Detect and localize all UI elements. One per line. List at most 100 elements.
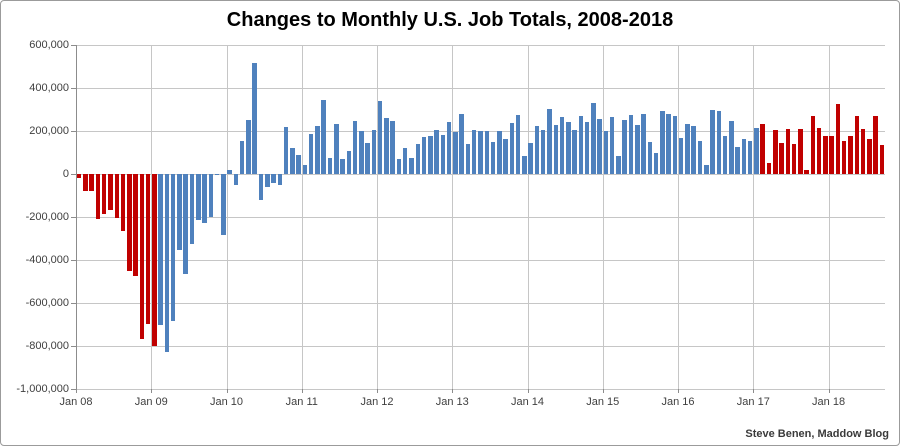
chart-bar	[685, 123, 690, 174]
x-gridline	[753, 45, 755, 389]
chart-bar	[114, 174, 120, 219]
chart-bar	[340, 158, 345, 174]
chart-bar	[120, 174, 126, 231]
x-axis-tick	[828, 389, 830, 393]
x-axis-tick	[151, 389, 153, 393]
chart-bar	[810, 115, 816, 174]
chart-bar	[359, 130, 364, 174]
chart-bar	[164, 174, 170, 352]
y-gridline	[76, 260, 885, 261]
y-axis-label: -400,000	[25, 254, 69, 266]
chart-bar	[459, 113, 464, 174]
y-axis-tick	[71, 88, 76, 89]
chart-bar	[183, 174, 188, 275]
chart-bar	[635, 125, 640, 174]
x-axis-label: Jan 11	[285, 396, 318, 408]
chart-bar	[678, 137, 684, 174]
chart-bar	[409, 157, 414, 174]
chart-bar	[704, 164, 709, 174]
chart-bar	[528, 143, 533, 174]
chart-bar	[622, 120, 627, 174]
chart-bar	[158, 174, 163, 325]
chart-bar	[616, 155, 621, 174]
chart-bar	[773, 129, 778, 174]
chart-bar	[584, 121, 590, 174]
chart-bar	[446, 121, 452, 174]
chart-bar	[465, 143, 471, 174]
x-axis-label: Jan 13	[435, 396, 469, 408]
chart-bar	[377, 101, 383, 174]
y-axis-tick	[71, 45, 76, 46]
chart-bar	[741, 138, 747, 174]
x-axis-tick	[226, 389, 228, 393]
y-gridline	[76, 389, 885, 390]
chart-bar	[816, 127, 822, 174]
chart-bar	[597, 119, 602, 174]
chart-bar	[522, 155, 527, 174]
chart-bar	[246, 120, 251, 174]
chart-bar	[691, 125, 696, 174]
y-axis-tick	[71, 174, 76, 175]
chart-bar	[265, 174, 270, 188]
chart-bar	[547, 108, 552, 174]
chart-bar	[371, 129, 377, 174]
chart-bar	[239, 140, 245, 174]
chart-bar	[735, 147, 740, 174]
y-axis-label: 200,000	[29, 125, 69, 137]
chart-bar	[396, 158, 402, 174]
chart-bar	[515, 115, 521, 174]
chart-bar	[365, 142, 370, 174]
x-axis-label: Jan 08	[59, 396, 93, 408]
y-axis-label: 0	[62, 168, 69, 180]
y-axis-tick	[71, 346, 76, 347]
chart-bar	[221, 174, 226, 235]
chart-bar	[214, 174, 220, 176]
chart-bar	[233, 174, 239, 185]
chart-bar	[283, 126, 289, 174]
chart-bar	[296, 155, 301, 174]
chart-bar	[540, 130, 546, 174]
chart-bar	[509, 123, 515, 174]
chart-bar	[189, 174, 195, 245]
chart-bar	[334, 123, 339, 174]
x-axis-tick	[301, 389, 303, 393]
y-axis-label: 400,000	[29, 82, 69, 94]
chart-bar	[453, 131, 458, 174]
chart-bar	[754, 127, 759, 174]
chart-bar	[729, 120, 734, 174]
y-axis-label: 600,000	[29, 39, 69, 51]
chart-bar	[553, 124, 559, 174]
x-axis-tick	[452, 389, 454, 393]
chart-bar	[647, 141, 653, 175]
chart-bar	[308, 133, 314, 174]
y-axis-tick	[71, 303, 76, 304]
y-axis-label: -200,000	[25, 211, 69, 223]
chart-bar	[747, 140, 753, 174]
chart-bar	[854, 116, 860, 174]
chart-bar	[785, 128, 791, 174]
y-axis-label: -800,000	[25, 340, 69, 352]
x-gridline	[151, 45, 153, 389]
x-gridline	[678, 45, 680, 389]
chart-bar	[145, 174, 151, 324]
x-gridline	[301, 45, 303, 389]
x-axis-label: Jan 14	[511, 396, 545, 408]
chart-bar	[415, 143, 421, 174]
x-gridline	[527, 45, 529, 389]
chart-bar	[127, 174, 132, 272]
x-gridline	[602, 45, 604, 389]
y-gridline	[76, 45, 885, 46]
x-axis-label: Jan 09	[134, 396, 168, 408]
chart-bar	[603, 130, 609, 174]
chart-bar	[227, 170, 232, 174]
chart-bar	[434, 129, 439, 174]
chart-bar	[133, 174, 138, 276]
chart-bar	[835, 104, 841, 174]
chart-bar	[402, 148, 408, 174]
x-gridline	[226, 45, 228, 389]
chart-bar	[202, 174, 207, 223]
chart-bar	[152, 174, 157, 346]
chart-bar	[609, 116, 615, 174]
x-axis-tick	[377, 389, 379, 393]
